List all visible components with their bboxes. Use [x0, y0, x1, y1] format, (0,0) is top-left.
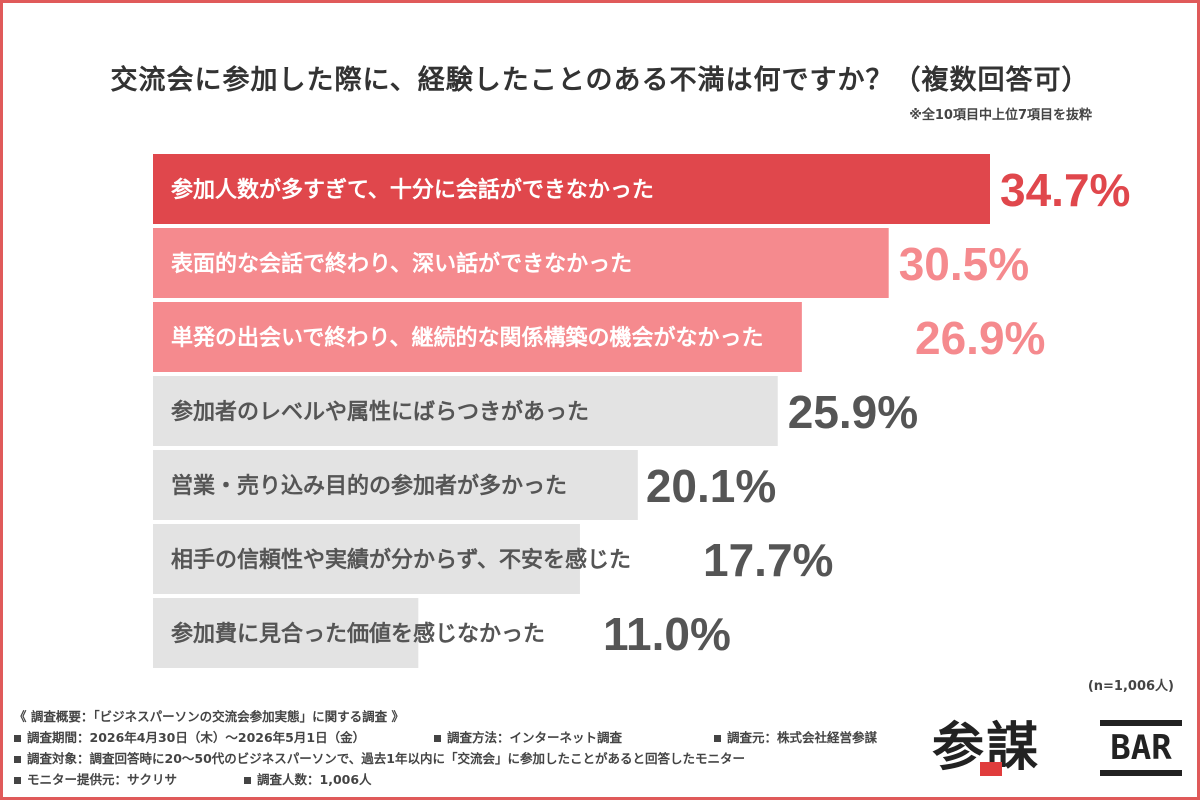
bar-6: [153, 524, 580, 594]
bar-5: [153, 450, 638, 520]
logo-red-mark: [980, 762, 1002, 776]
bar-4: [153, 376, 778, 446]
survey-period: 調査期間：2026年4月30日（木）〜2026年5月1日（金）: [27, 730, 366, 745]
survey-count: 調査人数：1,006人: [257, 772, 372, 787]
value-label-1: 34.7%: [1000, 164, 1130, 216]
bar-3: [153, 302, 802, 372]
bar-label-7: 参加費に見合った価値を感じなかった: [171, 621, 545, 647]
bar-label-5: 営業・売り込み目的の参加者が多かった: [171, 473, 567, 499]
logo-bar-text: BAR: [1100, 720, 1182, 776]
chart-note: ※全10項目中上位7項目を抜粋: [909, 108, 1092, 123]
bar-label-4: 参加者のレベルや属性にばらつきがあった: [171, 399, 589, 425]
bar-label-2: 表面的な会話で終わり、深い話ができなかった: [171, 251, 632, 277]
survey-method: 調査方法：インターネット調査: [447, 730, 623, 745]
survey-source: 調査元：株式会社経営参謀: [727, 730, 878, 745]
bar-2: [153, 228, 889, 298]
bar-label-3: 単発の出会いで終わり、継続的な関係構築の機会がなかった: [171, 325, 763, 351]
survey-monitor: モニター提供元：サクリサ: [27, 772, 178, 787]
bar-1: [153, 154, 990, 224]
value-label-4: 25.9%: [788, 386, 918, 438]
value-label-3: 26.9%: [915, 312, 1045, 364]
value-label-5: 20.1%: [646, 460, 776, 512]
sanbo-bar-logo: 参謀 BAR: [932, 712, 1182, 784]
survey-target: 調査対象：調査回答時に20〜50代のビジネスパーソンで、過去1年以内に「交流会」…: [27, 751, 745, 766]
value-label-6: 17.7%: [703, 534, 833, 586]
survey-footer: 《 調査概要：「ビジネスパーソンの交流会参加実態」に関する調査 》 調査期間：2…: [14, 706, 914, 790]
bar-label-1: 参加人数が多すぎて、十分に会話ができなかった: [171, 177, 654, 203]
survey-heading: 《 調査概要：「ビジネスパーソンの交流会参加実態」に関する調査 》: [14, 709, 404, 724]
sample-size-label: (n=1,006人): [1087, 679, 1174, 694]
value-label-7: 11.0%: [603, 608, 731, 660]
chart-title: 交流会に参加した際に、経験したことのある不満は何ですか？（複数回答可）: [110, 65, 1090, 96]
bar-7: [153, 598, 419, 668]
value-label-2: 30.5%: [899, 238, 1029, 290]
bar-label-6: 相手の信頼性や実績が分からず、不安を感じた: [171, 547, 631, 573]
